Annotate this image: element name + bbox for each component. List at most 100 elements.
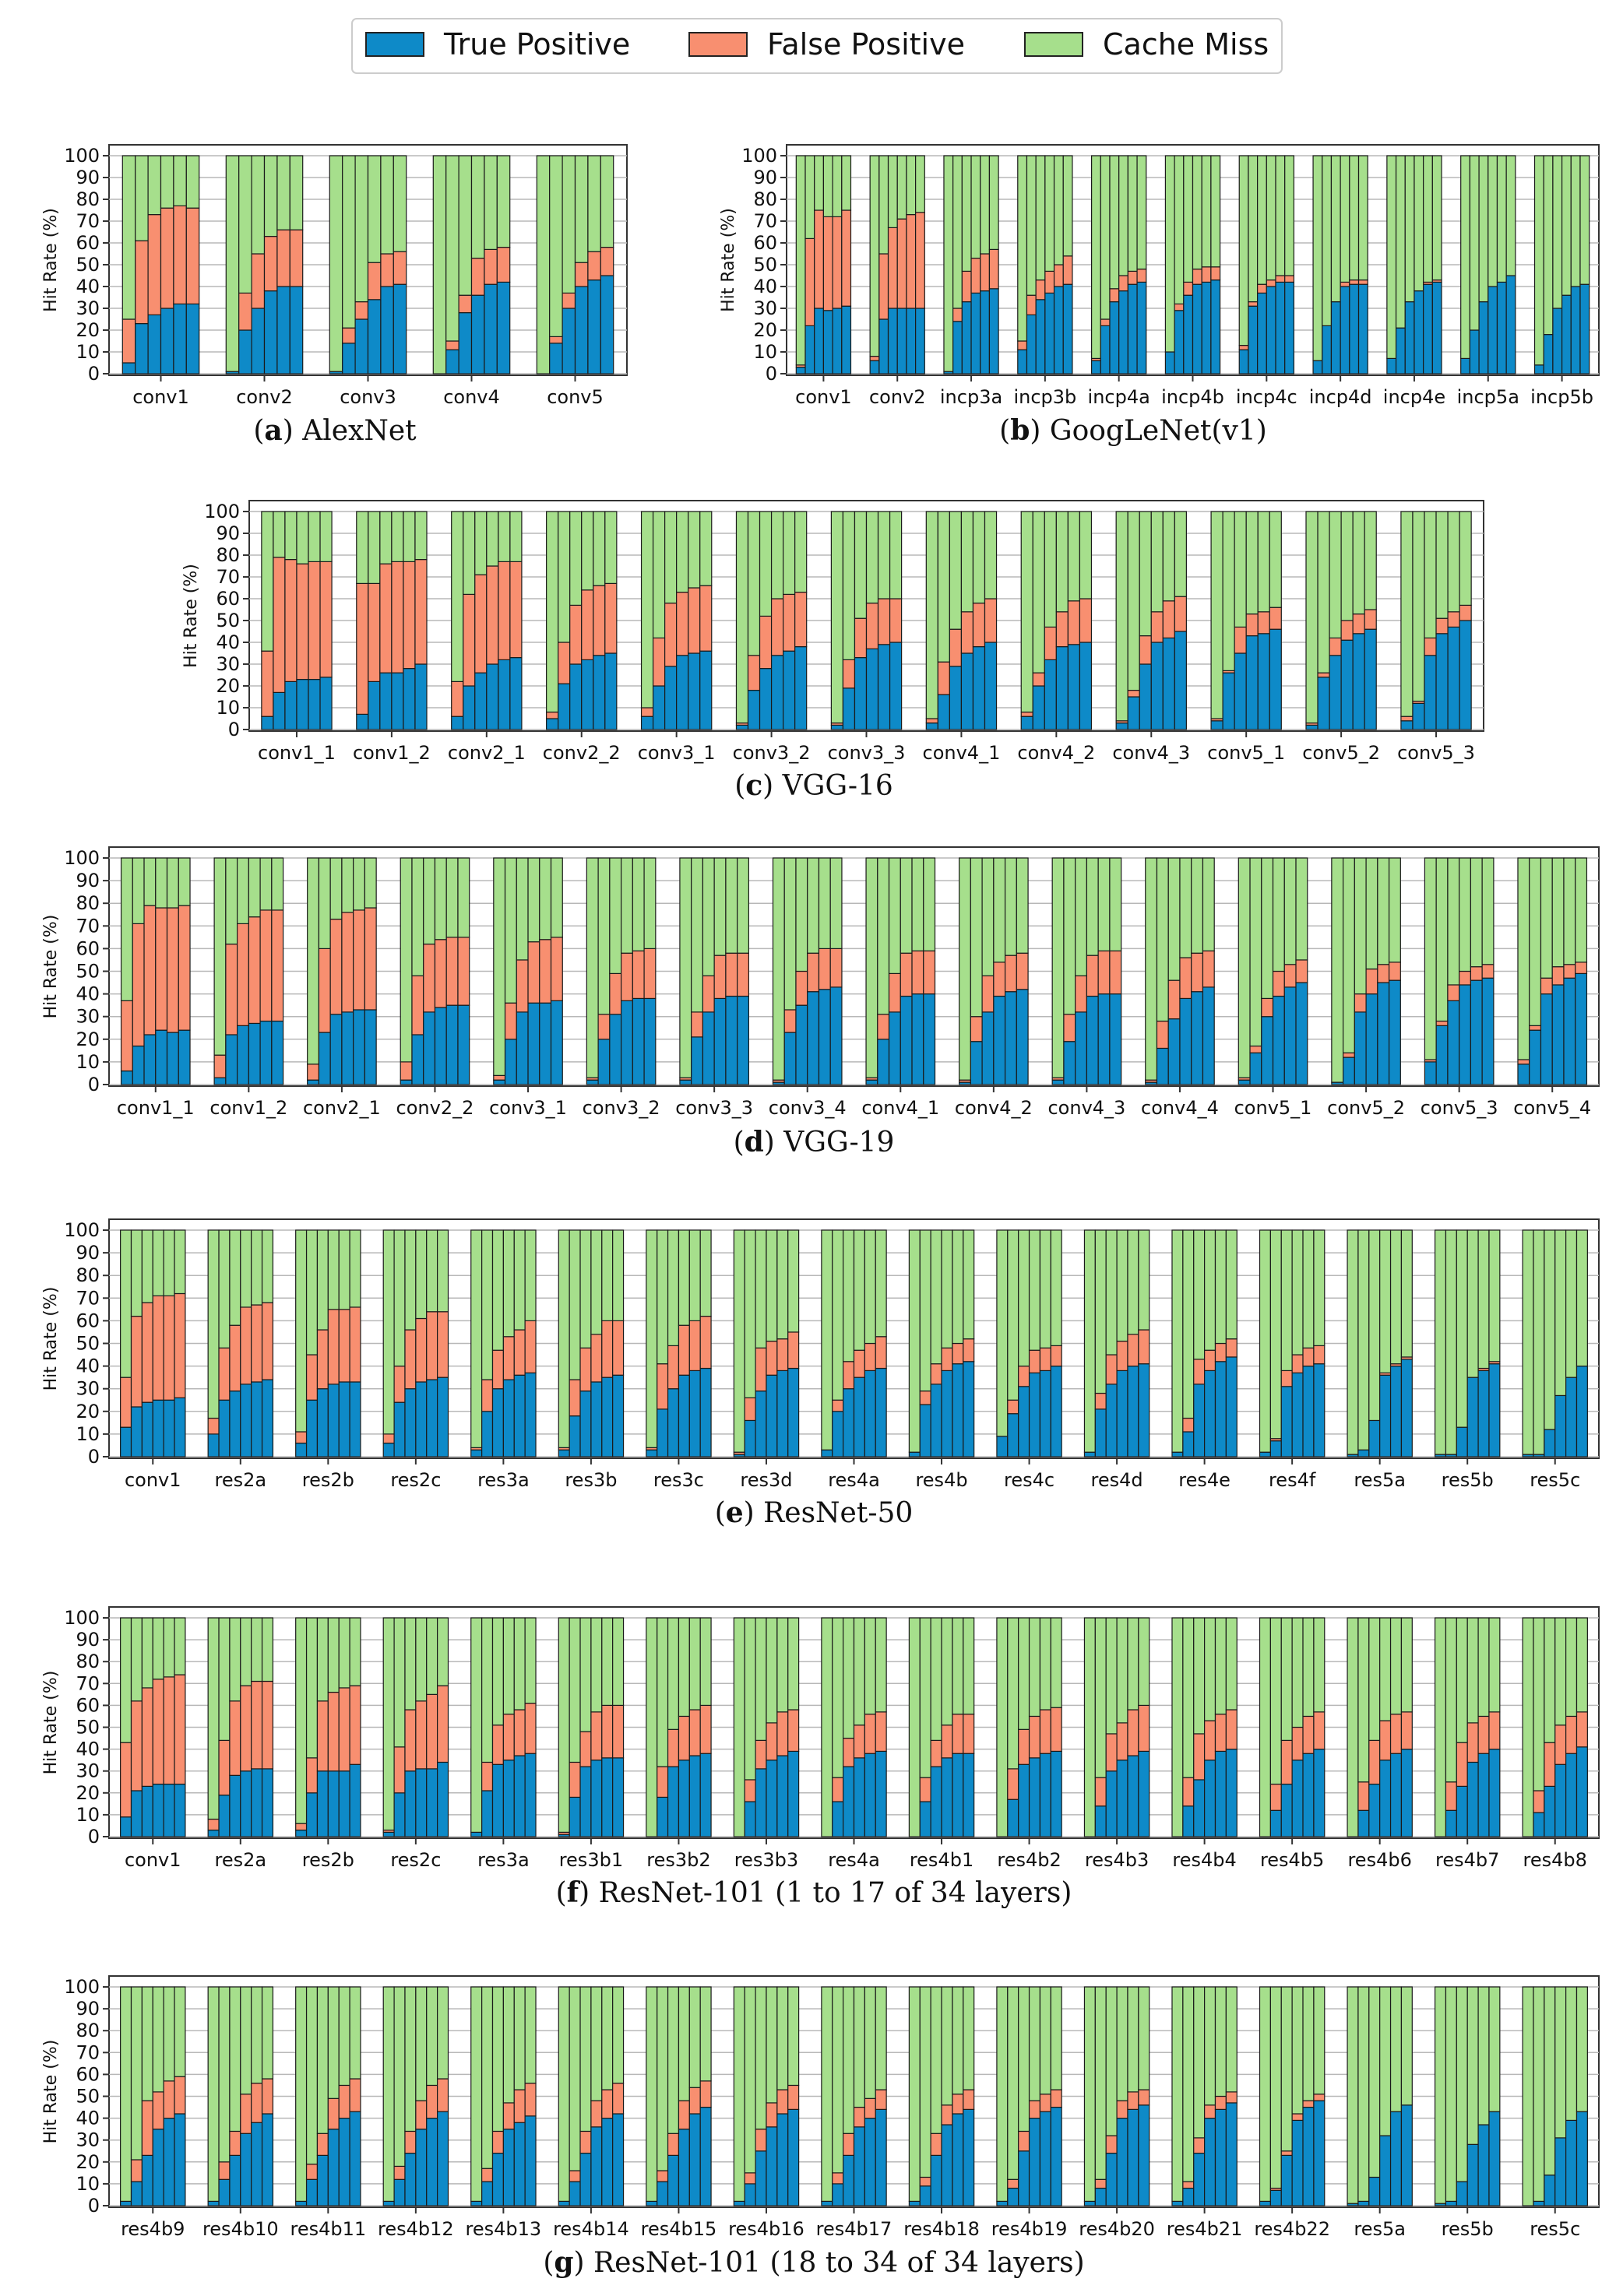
bar-true-positive: [251, 308, 266, 374]
bar-false-positive: [426, 1693, 438, 1770]
bar-cache-miss: [829, 857, 843, 950]
bar-cache-miss: [218, 1617, 231, 1741]
y-tick-label: 100: [741, 145, 777, 167]
bar-cache-miss: [415, 1229, 428, 1320]
bar-cache-miss: [996, 1229, 1009, 1437]
y-tick-label: 20: [76, 1028, 100, 1050]
bar-false-positive: [970, 258, 981, 294]
bar-group-conv1: [795, 155, 852, 374]
bar-cache-miss: [338, 1229, 350, 1310]
bar-cache-miss: [415, 1617, 428, 1702]
bar-false-positive: [984, 598, 998, 643]
bar-true-positive: [295, 1829, 308, 1837]
bar-true-positive: [1116, 2118, 1128, 2206]
bar-true-positive: [875, 1750, 887, 1837]
bar-false-positive: [295, 1431, 308, 1444]
bar-true-positive: [657, 2181, 669, 2206]
x-tick-label: conv2: [869, 386, 926, 408]
bar-true-positive: [691, 1036, 704, 1085]
bar-cache-miss: [667, 1986, 680, 2134]
bar-false-positive: [1340, 281, 1350, 287]
bar-true-positive: [1340, 286, 1350, 374]
x-tick-label: res4b6: [1347, 1849, 1411, 1871]
bar-cache-miss: [725, 857, 738, 954]
bar-true-positive: [1174, 310, 1185, 374]
bar-true-positive: [504, 1039, 517, 1085]
bar-true-positive: [930, 1384, 942, 1457]
x-tick-label: conv4_3: [1112, 742, 1190, 764]
bar-cache-miss: [426, 1986, 438, 2087]
bar-false-positive: [1340, 620, 1354, 641]
bar-true-positive: [261, 1768, 274, 1837]
bar-false-positive: [143, 905, 157, 1035]
bar-true-positive: [1026, 314, 1037, 374]
bar-true-positive: [240, 1770, 252, 1837]
bar-false-positive: [307, 1064, 320, 1081]
bar-false-positive: [261, 2078, 274, 2115]
bar-true-positive: [341, 1011, 354, 1085]
bar-false-positive: [1039, 1709, 1051, 1754]
bar-false-positive: [1050, 2089, 1062, 2108]
bar-false-positive: [404, 1709, 417, 1772]
bar-true-positive: [1062, 283, 1073, 374]
bar-cache-miss: [1020, 511, 1033, 713]
bar-group-res3b2: [646, 1617, 712, 1837]
bar-cache-miss: [152, 1617, 164, 1680]
bar-true-positive: [832, 308, 843, 374]
bar-false-positive: [1204, 1720, 1216, 1761]
bar-cache-miss: [240, 1986, 252, 2095]
bar-cache-miss: [391, 511, 404, 563]
bar-true-positive: [937, 694, 950, 730]
bar-true-positive: [1017, 349, 1028, 374]
bar-false-positive: [853, 1725, 865, 1759]
x-tick-label: conv1_2: [353, 742, 431, 764]
bar-true-positive: [889, 642, 903, 730]
bar-false-positive: [579, 1347, 592, 1392]
bar-true-positive: [1105, 1770, 1118, 1837]
bar-group-conv3_1: [493, 857, 563, 1085]
bar-true-positive: [1020, 716, 1033, 730]
y-tick-label: 50: [76, 254, 100, 276]
bar-true-positive: [404, 2152, 417, 2206]
bar-cache-miss: [120, 1617, 132, 1743]
bar-cache-miss: [1561, 155, 1572, 296]
x-tick-label: conv4_4: [1141, 1097, 1219, 1119]
bar-cache-miss: [437, 1229, 449, 1313]
bar-true-positive: [513, 1374, 526, 1457]
bar-cache-miss: [941, 1986, 953, 2106]
bar-false-positive: [393, 2165, 406, 2180]
bar-group-conv2: [225, 155, 304, 374]
bar-false-positive: [481, 1761, 494, 1791]
bar-cache-miss: [1400, 1617, 1413, 1713]
x-tick-label: incp4a: [1088, 386, 1150, 408]
x-tick-label: conv1: [125, 1849, 181, 1871]
bar-cache-miss: [1544, 1986, 1556, 2176]
bar-cache-miss: [550, 857, 563, 938]
bar-true-positive: [1018, 1763, 1030, 1837]
bar-true-positive: [1533, 1812, 1545, 1837]
bar-true-positive: [1284, 281, 1295, 374]
bar-false-positive: [1017, 340, 1028, 350]
bar-false-positive: [1162, 600, 1175, 638]
bar-true-positive: [1079, 642, 1093, 730]
bar-false-positive: [1167, 979, 1181, 1020]
bar-cache-miss: [163, 1229, 175, 1296]
bar-false-positive: [1028, 2100, 1041, 2119]
bar-cache-miss: [865, 511, 879, 604]
bar-cache-miss: [1050, 1617, 1062, 1708]
bar-false-positive: [502, 1336, 515, 1380]
bar-cache-miss: [878, 155, 889, 255]
bar-cache-miss: [1234, 511, 1247, 628]
bar-false-positive: [1039, 2094, 1051, 2112]
bar-true-positive: [864, 1370, 876, 1457]
bar-false-positive: [327, 1309, 340, 1385]
bar-cache-miss: [877, 511, 891, 599]
bar-true-positive: [1466, 1377, 1479, 1457]
bar-false-positive: [1477, 1715, 1490, 1754]
bar-cache-miss: [1017, 155, 1028, 342]
y-tick-label: 0: [766, 363, 777, 385]
bar-cache-miss: [498, 511, 511, 563]
bar-cache-miss: [1044, 155, 1055, 272]
bar-true-positive: [342, 343, 356, 374]
bar-cache-miss: [558, 1986, 570, 2202]
